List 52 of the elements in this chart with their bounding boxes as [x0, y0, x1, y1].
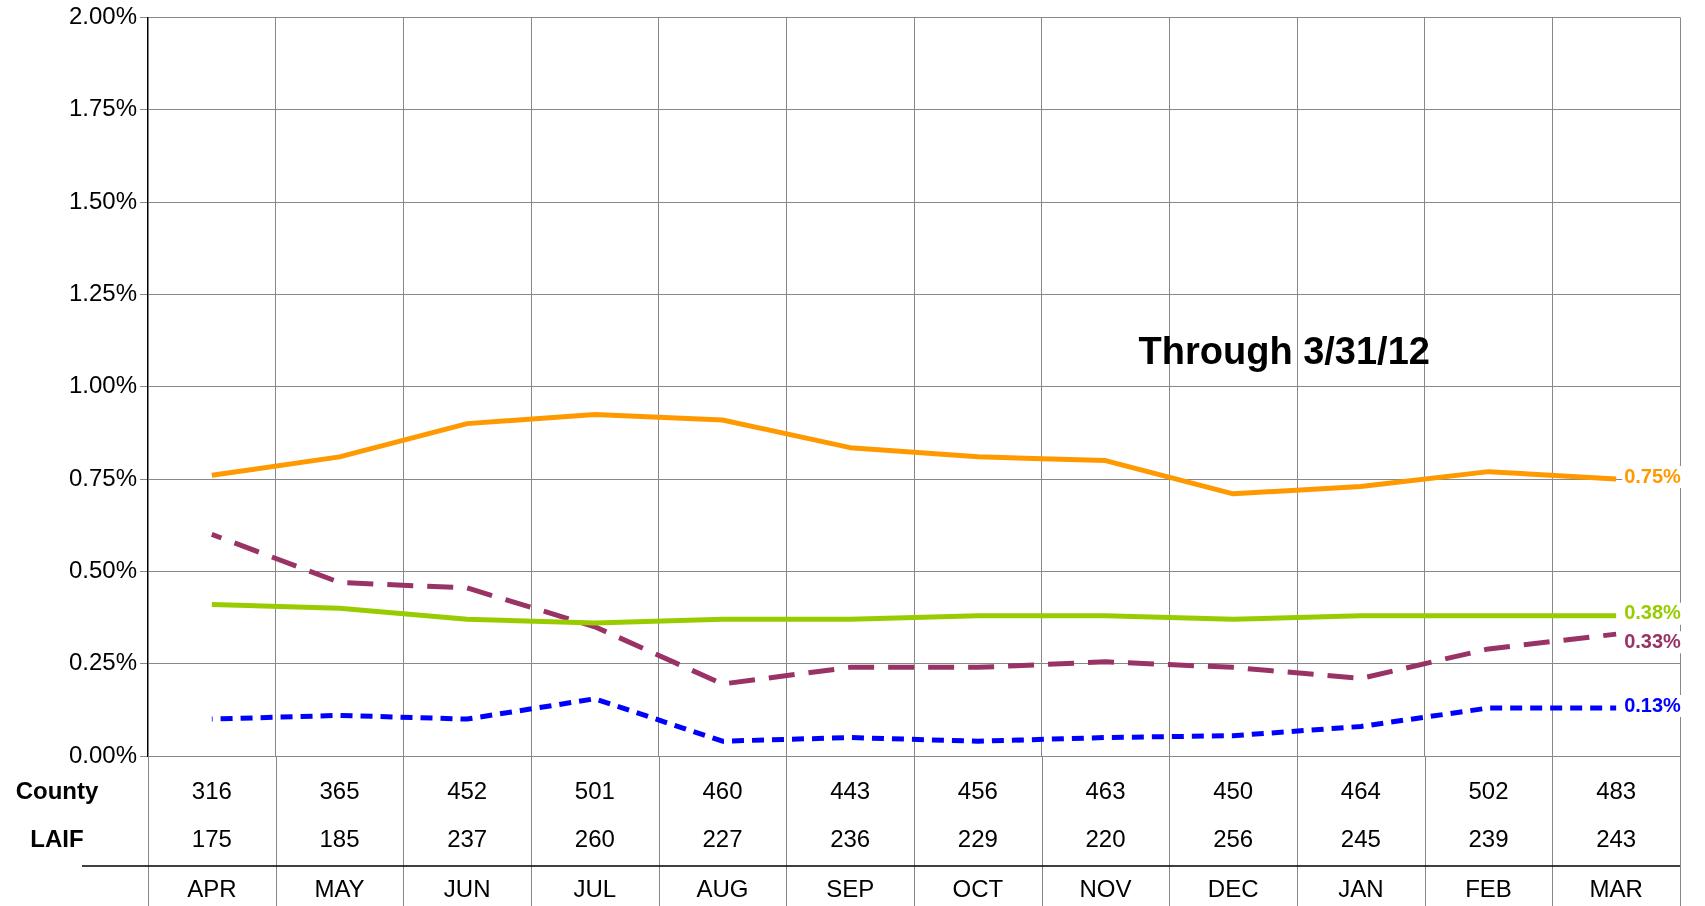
y-tick-label: 1.50%: [68, 186, 137, 214]
y-tick-label: 1.75%: [68, 94, 137, 122]
text: 175: [191, 824, 232, 852]
text: 245: [1340, 824, 1381, 852]
text: 316: [191, 776, 232, 804]
text: 260: [574, 824, 615, 852]
x-tick-label: JUL: [573, 874, 617, 902]
text: 452: [447, 776, 488, 804]
annotation: Through 3/31/12: [1138, 329, 1430, 372]
x-tick-label: APR: [187, 874, 237, 902]
text: 227: [702, 824, 743, 852]
text: 243: [1596, 824, 1637, 852]
text: 236: [830, 824, 871, 852]
text: 256: [1213, 824, 1254, 852]
text: 463: [1085, 776, 1126, 804]
text: 220: [1085, 824, 1126, 852]
x-tick-label: NOV: [1079, 874, 1132, 902]
x-tick-label: AUG: [696, 874, 749, 902]
x-tick-label: DEC: [1207, 874, 1259, 902]
text: LAIF: [30, 824, 84, 852]
x-tick-label: JUN: [443, 874, 491, 902]
x-tick-label: MAR: [1589, 874, 1643, 902]
data-label: 0.75%: [1624, 464, 1682, 487]
x-tick-label: JAN: [1338, 874, 1384, 902]
y-tick-label: 2.00%: [68, 2, 137, 30]
y-tick-label: 0.25%: [68, 648, 137, 676]
data-label: 0.13%: [1624, 693, 1682, 716]
x-tick-label: SEP: [826, 874, 875, 902]
data-label: 0.33%: [1624, 629, 1682, 652]
text: County: [15, 776, 99, 804]
text: 229: [957, 824, 998, 852]
text: 365: [319, 776, 360, 804]
text: 239: [1468, 824, 1509, 852]
text: 464: [1340, 776, 1381, 804]
text: 237: [447, 824, 488, 852]
text: 502: [1468, 776, 1509, 804]
y-tick-label: 0.00%: [68, 740, 137, 768]
text: 456: [957, 776, 998, 804]
y-tick-label: 0.50%: [68, 555, 137, 583]
text: 450: [1213, 776, 1254, 804]
y-tick-label: 1.00%: [68, 371, 137, 399]
text: 460: [702, 776, 743, 804]
y-tick-label: 1.25%: [68, 279, 137, 306]
y-tick-label: 0.75%: [68, 463, 137, 491]
x-tick-label: MAY: [314, 874, 365, 902]
data-label: 0.38%: [1624, 601, 1682, 624]
text: 443: [830, 776, 871, 804]
text: 501: [574, 776, 615, 804]
x-tick-label: OCT: [952, 874, 1004, 902]
x-tick-label: FEB: [1465, 874, 1512, 902]
text: 483: [1596, 776, 1637, 804]
text: 185: [319, 824, 360, 852]
